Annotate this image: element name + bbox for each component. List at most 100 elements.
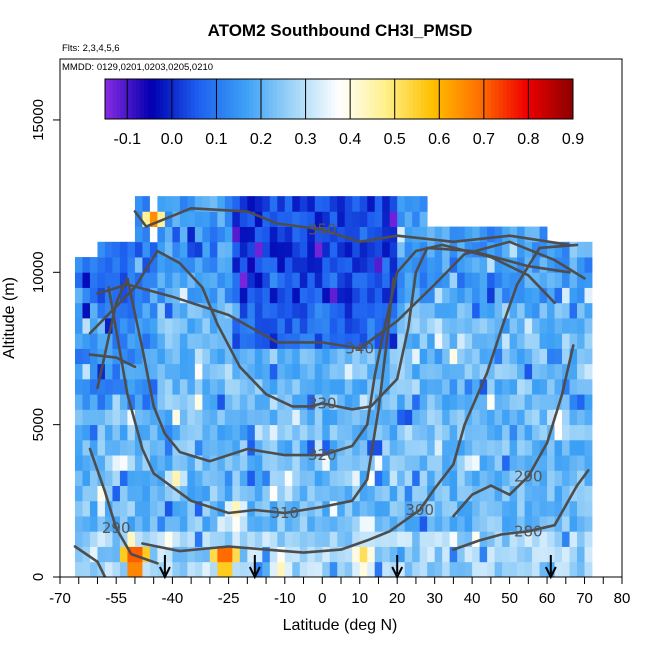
heat-cell: [119, 516, 128, 532]
heat-cell: [569, 302, 578, 319]
heat-cell: [464, 348, 473, 365]
heat-cell: [232, 211, 241, 227]
heat-cell: [404, 424, 413, 441]
heat-cell: [352, 272, 361, 288]
heat-cell: [187, 257, 196, 273]
heat-cell: [187, 241, 196, 258]
heat-cell: [224, 318, 233, 334]
heat-cell: [382, 378, 391, 395]
heat-cell: [344, 318, 353, 334]
heat-cell: [322, 333, 331, 349]
heat-cell: [239, 318, 248, 334]
heat-cell: [172, 561, 181, 577]
heat-cell: [374, 470, 383, 486]
heat-cell: [472, 363, 481, 380]
heat-cell: [82, 272, 91, 288]
heat-cell: [457, 272, 466, 288]
heat-cell: [389, 424, 398, 441]
heat-cell: [367, 378, 376, 395]
heat-cell: [479, 561, 488, 577]
colorbar-swatch: [569, 79, 574, 119]
heat-cell: [434, 394, 443, 410]
heat-cell: [479, 348, 488, 365]
heat-cell: [142, 500, 151, 517]
heat-cell: [194, 378, 203, 395]
heat-cell: [314, 424, 323, 441]
heat-cell: [352, 211, 361, 227]
heat-cell: [74, 287, 83, 304]
heat-cell: [397, 257, 406, 273]
heat-cell: [404, 485, 413, 502]
heat-cell: [397, 455, 406, 471]
heat-cell: [442, 394, 451, 410]
heat-cell: [554, 257, 563, 273]
heat-cell: [307, 394, 316, 410]
heat-cell: [427, 378, 436, 395]
colorbar-swatch: [514, 79, 519, 119]
heat-cell: [337, 455, 346, 471]
heat-cell: [314, 485, 323, 502]
heat-cell: [277, 287, 286, 304]
heat-cell: [134, 500, 143, 517]
colorbar-swatch: [537, 79, 543, 119]
heat-cell: [449, 561, 458, 577]
heat-cell: [404, 561, 413, 577]
heat-cell: [344, 409, 353, 426]
heat-cell: [389, 531, 398, 547]
heat-cell: [419, 226, 428, 243]
heat-cell: [577, 500, 585, 517]
heat-cell: [517, 302, 525, 319]
heat-cell: [239, 470, 248, 486]
heat-cell: [157, 394, 166, 410]
heat-cell: [104, 409, 113, 426]
heat-cell: [344, 546, 353, 563]
heat-cell: [104, 439, 113, 456]
heat-cell: [142, 531, 151, 547]
colorbar-swatch: [210, 79, 215, 119]
heat-cell: [277, 546, 286, 563]
heat-cell: [209, 318, 218, 334]
heat-cell: [314, 196, 323, 212]
heat-cell: [562, 424, 570, 441]
heat-cell: [434, 455, 443, 471]
heat-cell: [239, 287, 248, 304]
heat-cell: [427, 516, 436, 532]
heat-cell: [89, 272, 98, 288]
heat-cell: [112, 546, 121, 563]
heat-cell: [562, 439, 570, 456]
heat-cell: [89, 363, 98, 380]
heat-cell: [374, 455, 383, 471]
heat-cell: [397, 546, 406, 563]
heat-cell: [172, 287, 181, 304]
heat-cell: [254, 241, 263, 258]
heat-cell: [239, 516, 248, 532]
heat-cell: [367, 318, 376, 334]
heat-cell: [74, 302, 83, 319]
heat-cell: [449, 394, 458, 410]
colorbar-swatch: [206, 79, 211, 119]
heat-cell: [322, 196, 331, 212]
heat-cell: [187, 424, 196, 441]
heat-cell: [584, 302, 593, 319]
heat-cell: [479, 378, 488, 395]
heat-cell: [472, 333, 481, 349]
heat-cell: [412, 333, 421, 349]
heat-cell: [569, 409, 578, 426]
heat-cell: [584, 485, 593, 502]
heat-cell: [427, 455, 436, 471]
heat-cell: [299, 378, 308, 395]
heat-cell: [389, 378, 398, 395]
heat-cell: [284, 211, 293, 227]
heat-cell: [202, 348, 211, 365]
heat-cell: [389, 546, 398, 563]
heat-cell: [247, 424, 256, 441]
heat-cell: [187, 302, 196, 319]
heat-cell: [389, 241, 398, 258]
heat-cell: [569, 500, 578, 517]
heat-cell: [277, 500, 286, 517]
flights-subtitle: Flts: 2,3,4,5,6: [62, 43, 120, 54]
heat-cell: [532, 378, 540, 395]
heat-cell: [554, 561, 563, 577]
heat-cell: [202, 363, 211, 380]
heat-cell: [224, 470, 233, 486]
